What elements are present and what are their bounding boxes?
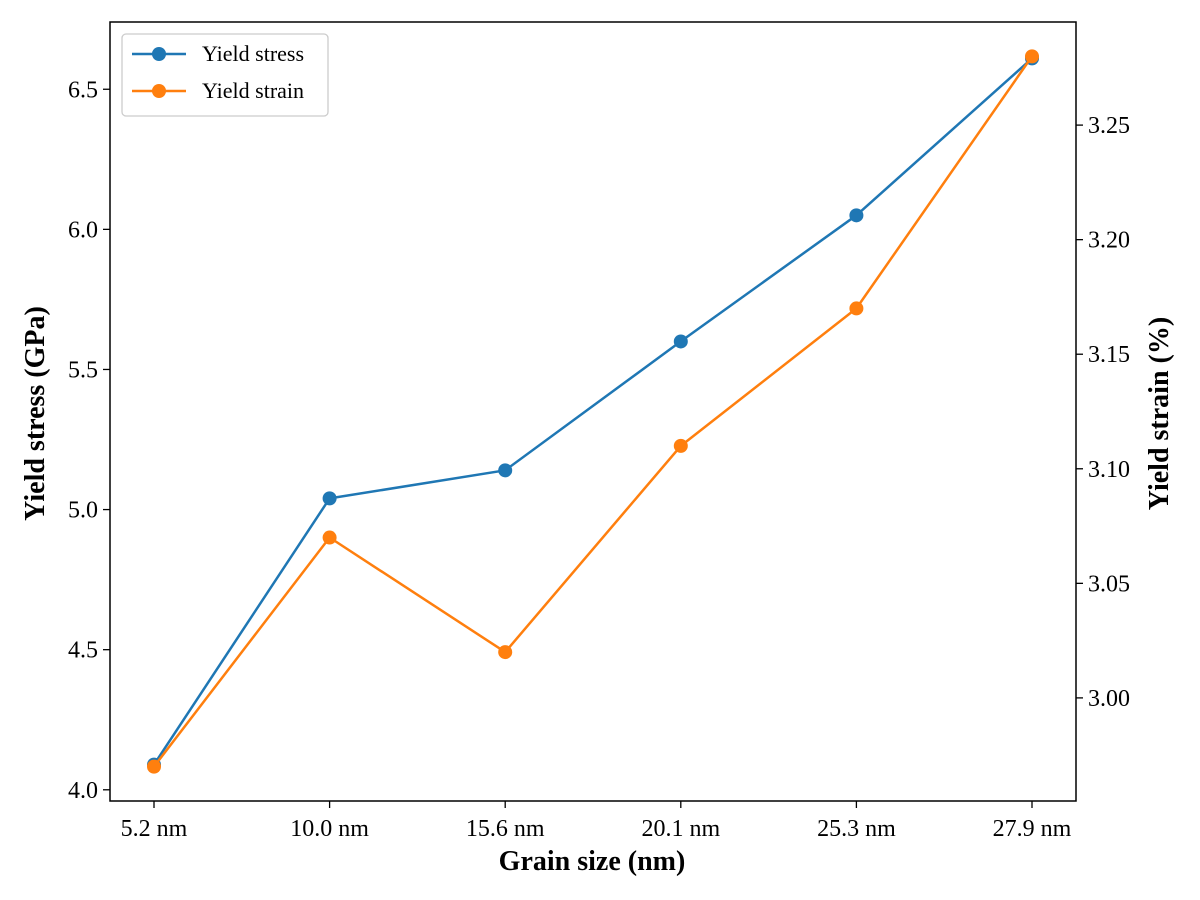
right-y-axis-title: Yield strain (%): [1144, 317, 1175, 510]
data-point-yield-strain: [849, 301, 864, 316]
plot-area-border: [109, 21, 1077, 802]
legend-marker-yield-strain: [152, 84, 166, 98]
right-y-tick-label: 3.10: [1088, 457, 1130, 483]
left-y-tick-label: 5.0: [68, 498, 98, 524]
series-line-yield-stress: [152, 57, 1033, 766]
legend-label-yield-stress: Yield stress: [202, 41, 304, 66]
left-y-tick-label: 4.0: [68, 778, 98, 804]
legend-marker-yield-stress: [152, 47, 166, 61]
right-y-tick-label: 3.05: [1088, 571, 1130, 597]
x-tick-label: 10.0 nm: [290, 816, 369, 842]
data-point-yield-strain: [322, 530, 337, 545]
x-tick-label: 27.9 nm: [993, 816, 1072, 842]
data-point-yield-stress: [849, 208, 864, 223]
data-point-yield-stress: [322, 491, 337, 506]
x-axis-title: Grain size (nm): [499, 846, 686, 877]
left-y-tick-label: 4.5: [68, 638, 98, 664]
data-point-yield-strain: [147, 759, 161, 774]
right-y-tick-label: 3.15: [1088, 342, 1130, 368]
left-y-tick-label: 5.5: [68, 357, 98, 383]
x-tick-label: 15.6 nm: [466, 816, 545, 842]
right-y-tick-label: 3.00: [1088, 686, 1130, 712]
series-line-yield-strain: [153, 55, 1034, 768]
data-point-yield-strain: [673, 438, 688, 453]
right-y-tick-label: 3.20: [1088, 228, 1130, 254]
left-y-tick-label: 6.0: [68, 217, 98, 243]
data-point-yield-stress: [498, 463, 513, 478]
data-point-yield-stress: [673, 334, 688, 349]
data-point-yield-strain: [1025, 49, 1039, 64]
x-tick-label: 20.1 nm: [641, 816, 720, 842]
left-y-tick-label: 6.5: [68, 77, 98, 103]
legend-label-yield-strain: Yield strain: [202, 78, 304, 103]
x-tick-label: 25.3 nm: [817, 816, 896, 842]
left-y-axis-title: Yield stress (GPa): [20, 306, 51, 521]
data-point-yield-strain: [498, 645, 513, 660]
right-y-tick-label: 3.25: [1088, 113, 1130, 139]
x-tick-label: 5.2 nm: [121, 816, 188, 842]
